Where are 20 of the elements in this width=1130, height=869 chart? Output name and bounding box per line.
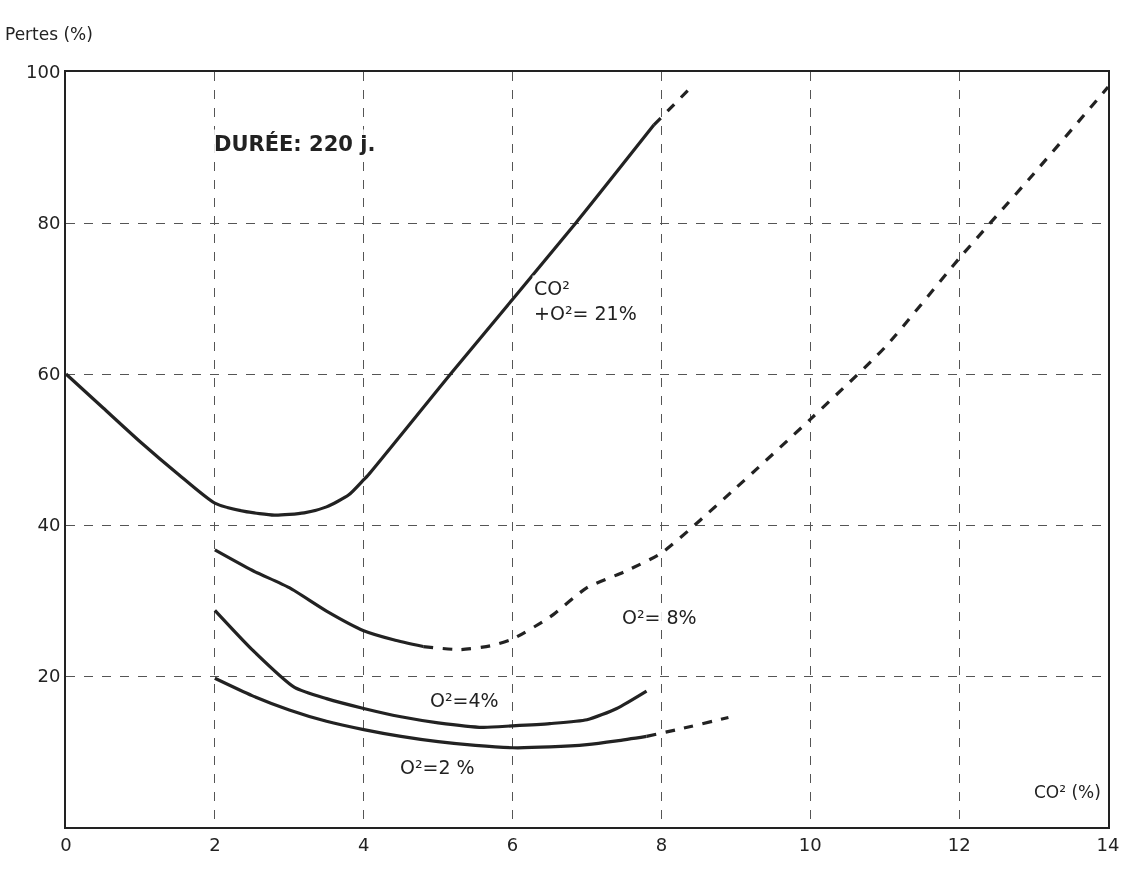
x-axis-title: CO² (%) xyxy=(1034,782,1101,802)
x-tick-label: 4 xyxy=(357,833,370,855)
y-tick-label: 100 xyxy=(26,61,61,83)
x-tick-label: 8 xyxy=(655,833,668,855)
y-tick-label: 80 xyxy=(37,212,61,234)
annotation: CO² +O²= 21% xyxy=(534,277,637,324)
y-tick-label: 20 xyxy=(37,665,61,687)
annotation: O²= 8% xyxy=(622,606,697,628)
x-tick-label: 0 xyxy=(60,833,72,855)
x-tick-label: 10 xyxy=(798,833,822,855)
y-tick-label: 60 xyxy=(37,363,61,385)
x-tick-label: 2 xyxy=(209,833,221,855)
annotation: O²=2 % xyxy=(400,756,475,778)
y-axis-title: Pertes (%) xyxy=(5,24,93,44)
x-tick-label: 6 xyxy=(506,833,519,855)
y-tick-label: 40 xyxy=(37,514,61,536)
annotation: DURÉE: 220 j. xyxy=(214,131,376,156)
x-tick-label: 14 xyxy=(1096,833,1120,855)
x-tick-label: 12 xyxy=(947,833,971,855)
annotation: O²=4% xyxy=(430,689,499,711)
